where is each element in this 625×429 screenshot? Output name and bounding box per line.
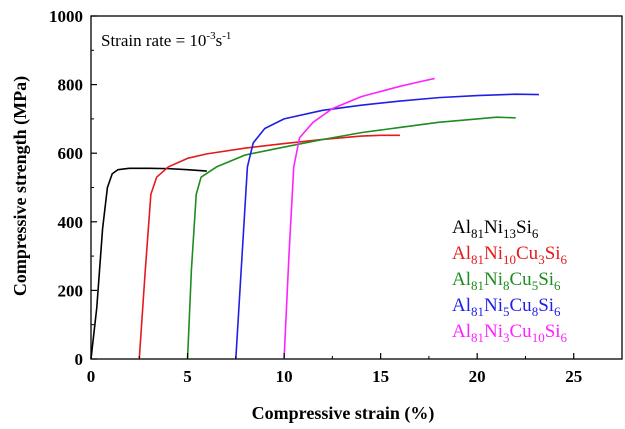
y-tick-label: 0	[75, 350, 84, 369]
x-tick-label: 10	[276, 367, 293, 386]
y-tick-label: 400	[58, 213, 84, 232]
legend-subscript: 3	[538, 252, 545, 267]
legend-entry: Al81Ni8Cu5Si6	[452, 269, 561, 293]
y-tick-label: 200	[58, 281, 84, 300]
x-tick-label: 5	[183, 367, 192, 386]
legend-subscript: 5	[503, 304, 510, 319]
legend-element: Ni	[484, 295, 503, 316]
x-tick-label: 15	[372, 367, 389, 386]
y-tick-label: 600	[58, 144, 84, 163]
legend-subscript: 13	[503, 226, 516, 241]
legend-entry: Al81Ni10Cu3Si6	[452, 243, 568, 267]
legend-subscript: 81	[471, 252, 484, 267]
x-axis: 0 5 10 15 20 25	[87, 353, 582, 386]
legend-element: Al	[452, 295, 471, 316]
x-tick-label: 20	[469, 367, 486, 386]
annotation-main: Strain rate = 10	[101, 31, 206, 50]
legend-subscript: 6	[561, 330, 568, 345]
legend-element: Si	[545, 321, 561, 342]
legend-subscript: 81	[471, 304, 484, 319]
annotation-exponent-1: -3	[206, 30, 216, 42]
legend-subscript: 6	[532, 226, 539, 241]
y-axis-title: Compressive strength (MPa)	[10, 76, 31, 296]
legend-subscript: 3	[503, 330, 510, 345]
series-layer	[90, 77, 539, 360]
legend-element: Si	[545, 243, 561, 264]
series-line	[186, 116, 516, 360]
legend-subscript: 8	[532, 304, 539, 319]
legend-element: Ni	[484, 217, 503, 238]
y-tick-label: 800	[58, 76, 84, 95]
y-tick-label: 1000	[49, 7, 83, 26]
legend-subscript: 10	[532, 330, 545, 345]
legend-subscript: 81	[471, 330, 484, 345]
series-line	[90, 167, 207, 360]
annotation-exponent-2: -1	[222, 30, 231, 42]
legend-element: Al	[452, 321, 471, 342]
legend: Al81Ni13Si6Al81Ni10Cu3Si6Al81Ni8Cu5Si6Al…	[452, 217, 568, 345]
legend-element: Cu	[510, 269, 533, 290]
legend-element: Cu	[516, 243, 539, 264]
legend-element: Ni	[484, 321, 503, 342]
legend-entry: Al81Ni5Cu8Si6	[452, 295, 561, 319]
legend-element: Al	[452, 269, 471, 290]
legend-element: Si	[538, 269, 554, 290]
legend-element: Ni	[484, 243, 503, 264]
legend-subscript: 6	[554, 278, 561, 293]
x-tick-label: 0	[87, 367, 96, 386]
x-axis-title: Compressive strain (%)	[252, 403, 435, 424]
legend-subscript: 5	[532, 278, 539, 293]
legend-subscript: 81	[471, 226, 484, 241]
legend-entry: Al81Ni3Cu10Si6	[452, 321, 568, 345]
legend-entry: Al81Ni13Si6	[452, 217, 539, 241]
legend-element: Si	[538, 295, 554, 316]
y-axis: 0 200 400 600 800 1000	[49, 7, 97, 369]
legend-subscript: 10	[503, 252, 516, 267]
legend-subscript: 81	[471, 278, 484, 293]
series-line	[283, 77, 435, 360]
annotation-unit: s	[216, 31, 223, 50]
legend-element: Al	[452, 217, 471, 238]
legend-element: Si	[516, 217, 532, 238]
x-tick-label: 25	[565, 367, 582, 386]
legend-element: Ni	[484, 269, 503, 290]
legend-subscript: 8	[503, 278, 510, 293]
strain-rate-annotation: Strain rate = 10-3s-1	[101, 30, 231, 50]
legend-subscript: 6	[554, 304, 561, 319]
series-line	[235, 93, 539, 360]
legend-element: Cu	[510, 295, 533, 316]
legend-element: Cu	[510, 321, 533, 342]
legend-subscript: 6	[561, 252, 568, 267]
legend-element: Al	[452, 243, 471, 264]
series-line	[138, 134, 400, 360]
